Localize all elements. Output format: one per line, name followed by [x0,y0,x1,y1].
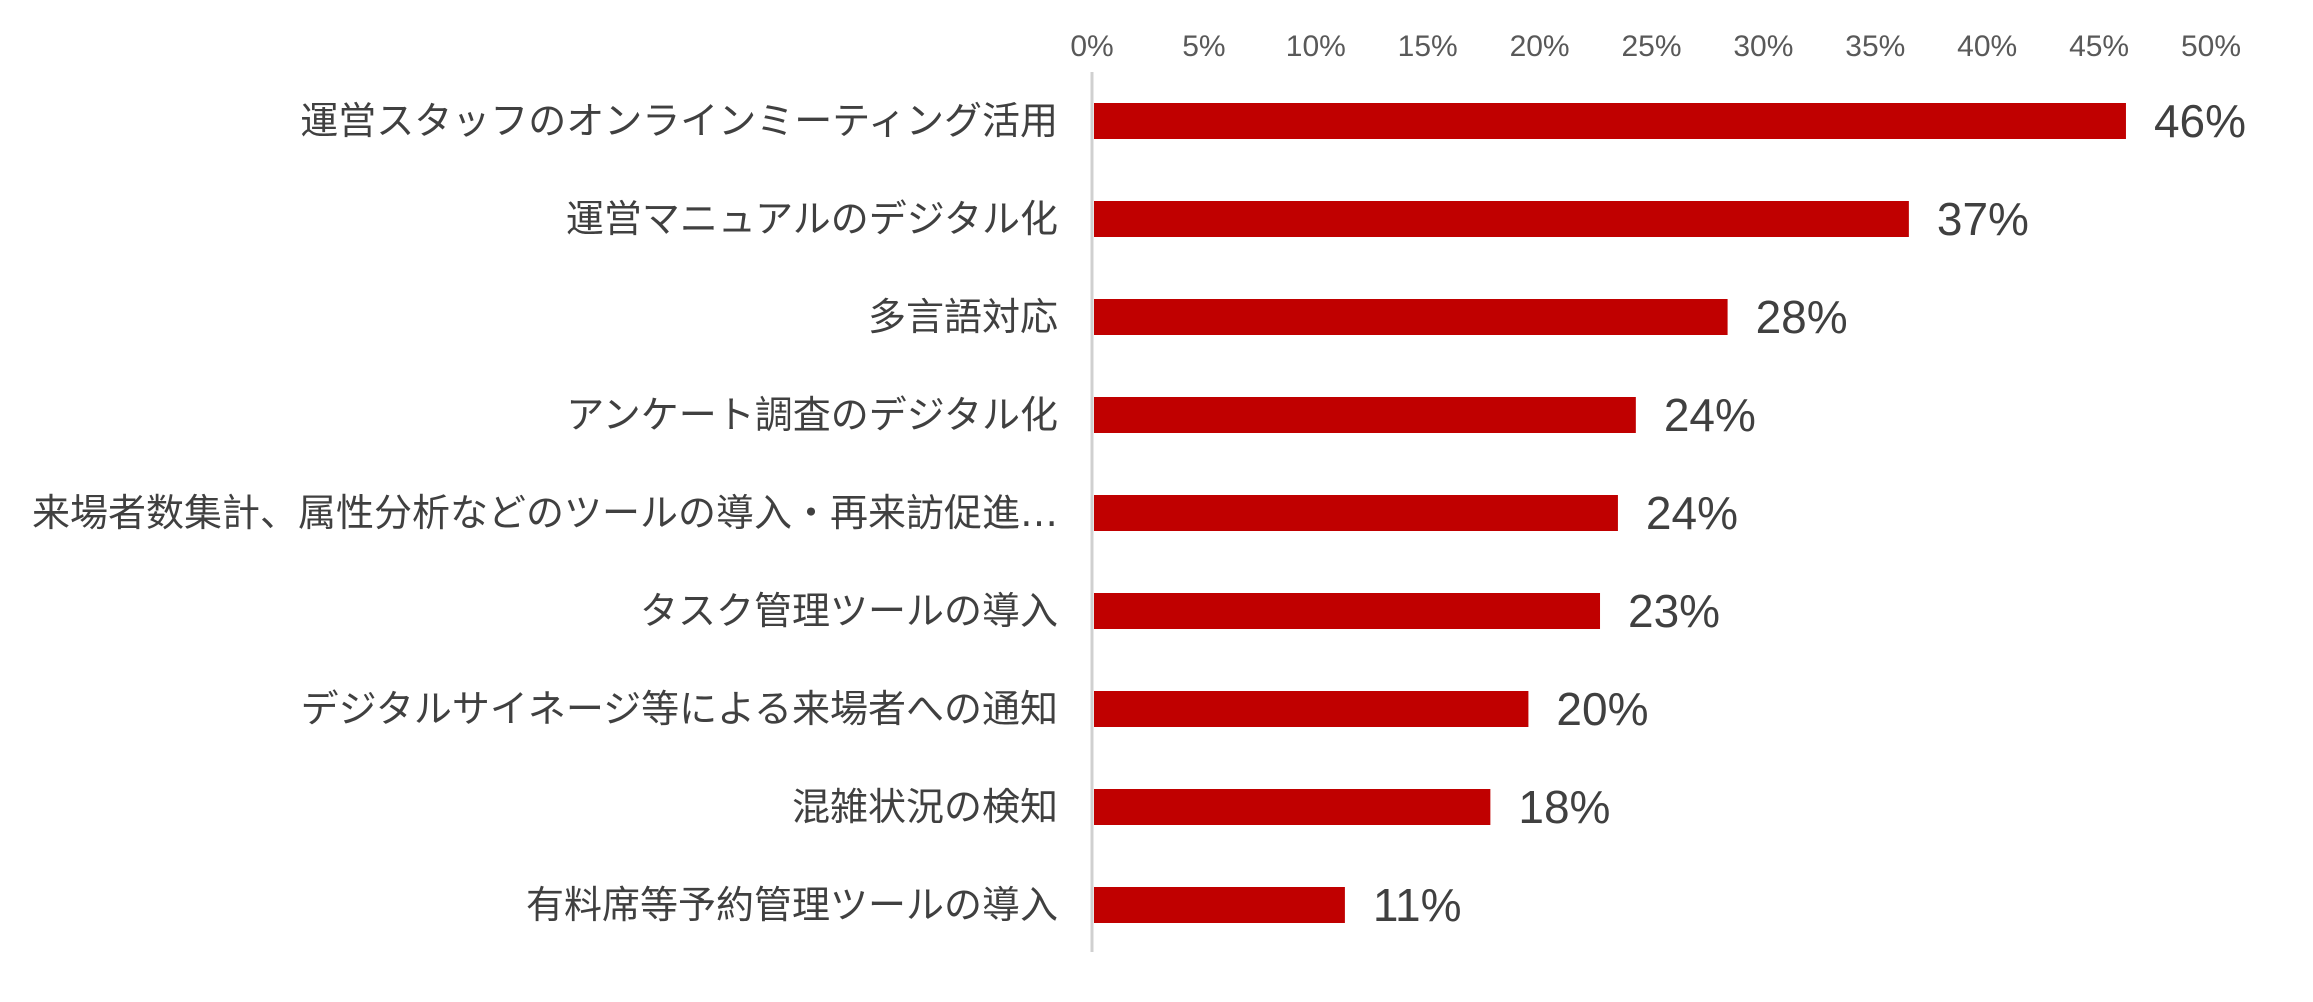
x-tick-label: 25% [1621,30,1681,63]
category-label: デジタルサイネージ等による来場者への通知 [301,687,1058,731]
bars [1094,103,2126,923]
data-label: 20% [1556,683,1648,735]
data-label: 24% [1646,487,1738,539]
category-label: 運営スタッフのオンラインミーティング活用 [300,99,1058,143]
x-tick-label: 40% [1957,30,2017,63]
category-label: 運営マニュアルのデジタル化 [566,197,1058,241]
data-label: 24% [1664,389,1756,441]
x-tick-label: 20% [1510,30,1570,63]
bar [1094,593,1601,629]
bar [1094,397,1636,433]
bar [1094,691,1529,727]
bar [1094,495,1618,531]
category-label: 多言語対応 [868,295,1058,339]
x-tick-label: 45% [2069,30,2129,63]
data-label: 37% [1937,193,2029,245]
bar [1094,789,1491,825]
x-tick-label: 50% [2181,30,2241,63]
x-tick-label: 30% [1733,30,1793,63]
category-label: 有料席等予約管理ツールの導入 [526,883,1058,927]
data-labels: 46%37%28%24%24%23%20%18%11% [1373,95,2246,931]
category-labels: 運営スタッフのオンラインミーティング活用運営マニュアルのデジタル化多言語対応アン… [32,99,1058,927]
x-tick-label: 5% [1182,30,1225,63]
x-tick-label: 35% [1845,30,1905,63]
bar [1094,299,1728,335]
category-label: 来場者数集計、属性分析などのツールの導入・再来訪促進… [32,491,1058,535]
data-label: 11% [1373,879,1462,931]
x-tick-label: 10% [1286,30,1346,63]
bar [1094,887,1345,923]
category-label: アンケート調査のデジタル化 [566,393,1058,437]
category-label: 混雑状況の検知 [792,785,1058,829]
data-label: 46% [2154,95,2246,147]
x-tick-label: 15% [1398,30,1458,63]
bar [1094,201,1909,237]
bar [1094,103,2126,139]
value-axis-ticks: 0% 5% 10% 15% 20% 25% 30% 35% 40% 45% 50% [1070,30,2241,63]
data-label: 18% [1518,781,1610,833]
data-label: 28% [1756,291,1848,343]
category-label: タスク管理ツールの導入 [640,589,1058,633]
data-label: 23% [1628,585,1720,637]
x-tick-label: 0% [1070,30,1113,63]
